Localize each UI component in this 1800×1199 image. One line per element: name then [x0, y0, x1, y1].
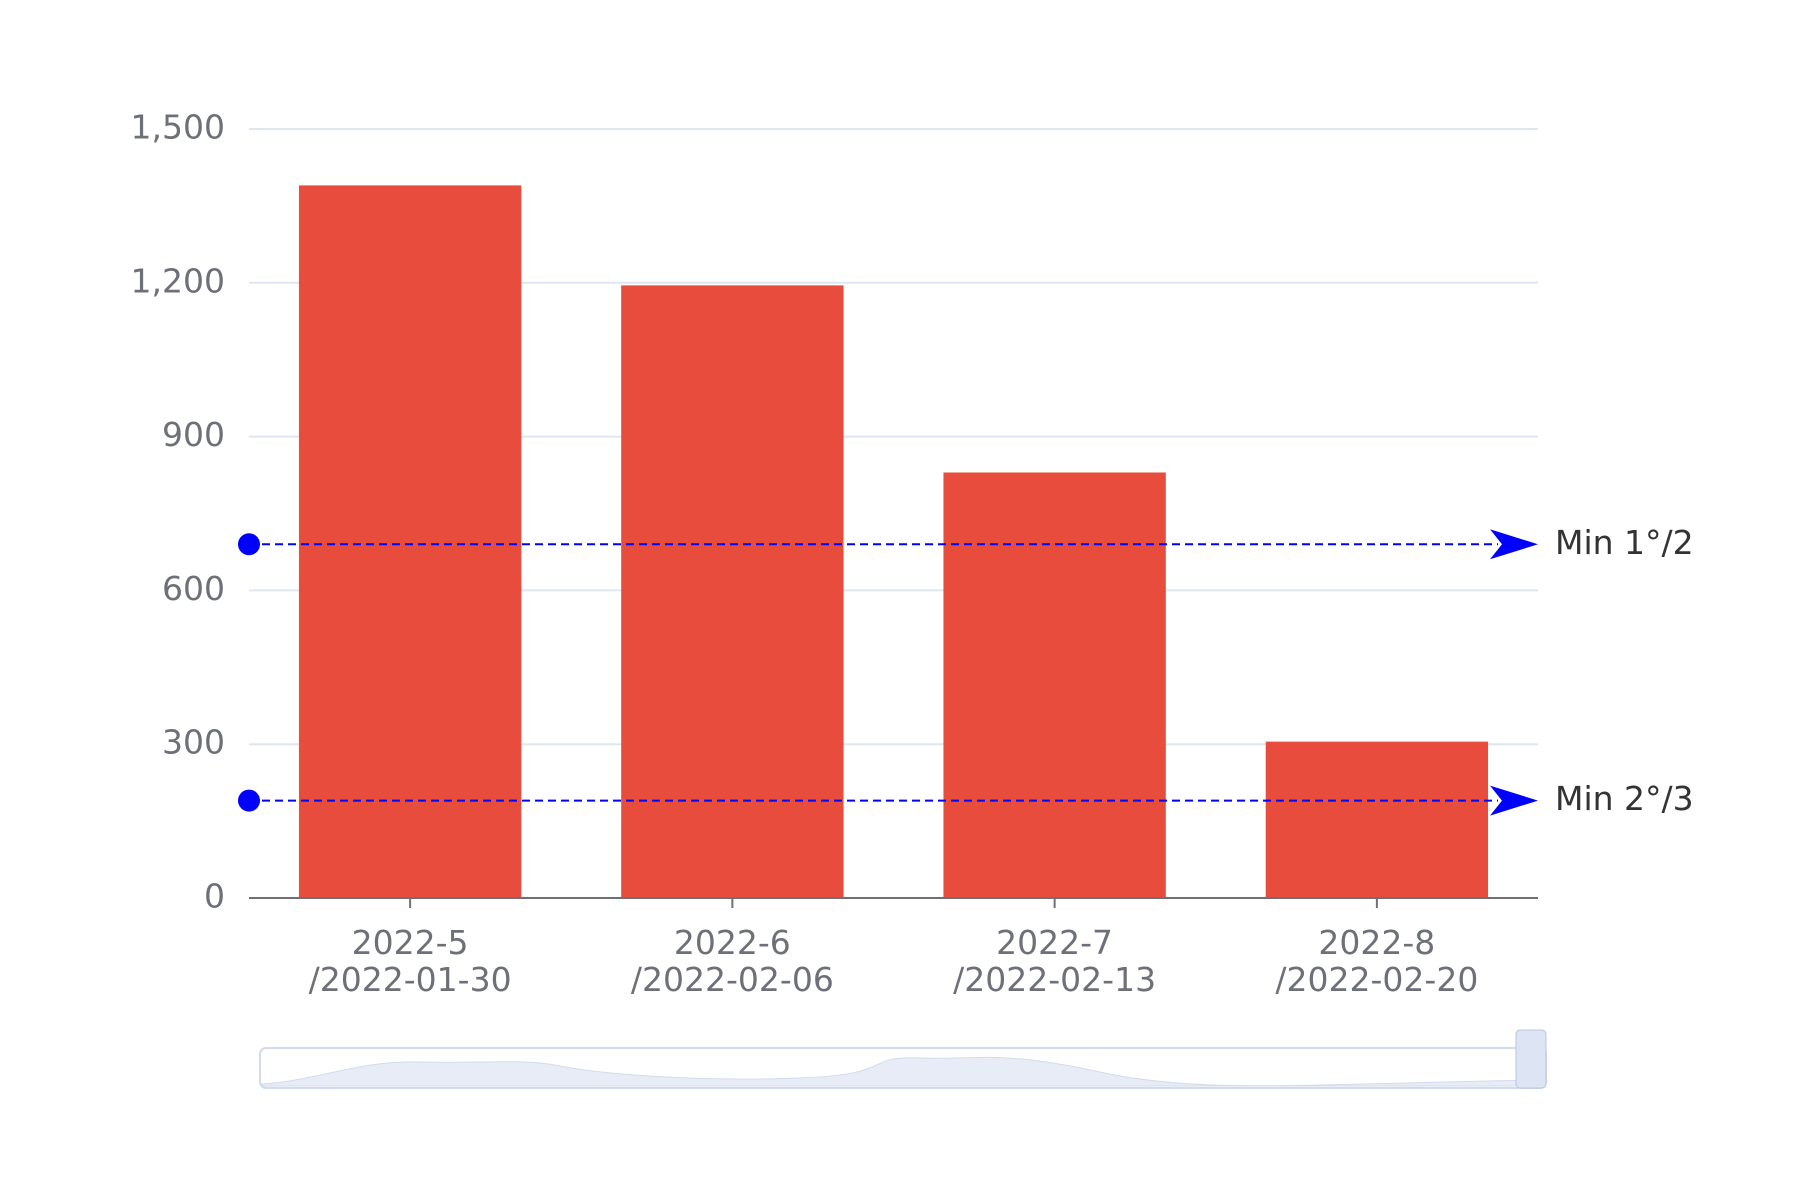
y-tick-label: 300	[162, 723, 225, 762]
data-zoom[interactable]	[259, 1029, 1547, 1089]
mark-line-arrow	[1490, 529, 1538, 560]
x-tick-label: 2022-6 /2022-02-06	[630, 923, 834, 999]
y-tick-label: 1,200	[131, 261, 225, 300]
x-tick-label: 2022-7 /2022-02-13	[953, 923, 1157, 999]
mark-line-start	[238, 789, 260, 812]
zoom-preview	[261, 1056, 1541, 1087]
mark-line-label: Min 1°/2	[1555, 523, 1694, 562]
mark-line-start	[238, 533, 260, 556]
y-tick-label: 900	[162, 415, 225, 454]
bar	[943, 472, 1166, 898]
zoom-handle[interactable]	[1515, 1029, 1547, 1089]
bar	[621, 285, 844, 898]
y-tick-label: 0	[204, 877, 225, 916]
mark-line-arrow	[1490, 785, 1538, 816]
bar	[298, 185, 522, 899]
y-tick-label: 1,500	[131, 108, 225, 147]
x-tick-label: 2022-5 /2022-01-30	[308, 923, 512, 999]
bar	[1265, 741, 1489, 898]
mark-line-label: Min 2°/3	[1555, 779, 1694, 818]
y-tick-label: 600	[162, 569, 225, 608]
x-tick-label: 2022-8 /2022-02-20	[1275, 923, 1479, 999]
